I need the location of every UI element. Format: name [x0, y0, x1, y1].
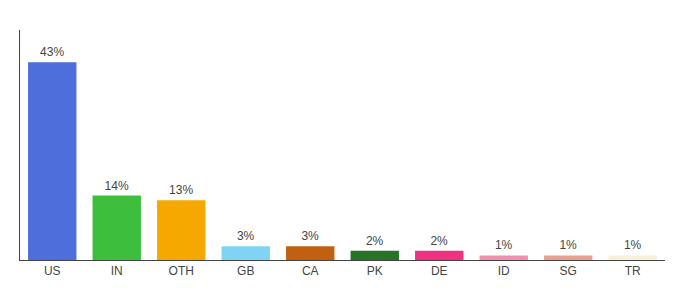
svg-text:2%: 2%: [366, 234, 384, 248]
svg-text:IN: IN: [111, 264, 123, 278]
svg-text:TR: TR: [625, 264, 641, 278]
svg-text:CA: CA: [302, 264, 319, 278]
svg-text:13%: 13%: [169, 183, 193, 197]
svg-text:OTH: OTH: [169, 264, 194, 278]
svg-text:14%: 14%: [105, 179, 129, 193]
svg-text:43%: 43%: [40, 45, 64, 59]
svg-text:SG: SG: [560, 264, 577, 278]
svg-text:2%: 2%: [430, 234, 448, 248]
svg-text:3%: 3%: [237, 229, 255, 243]
svg-text:GB: GB: [237, 264, 254, 278]
svg-text:DE: DE: [431, 264, 448, 278]
svg-text:1%: 1%: [495, 238, 513, 252]
svg-text:3%: 3%: [301, 229, 319, 243]
svg-text:PK: PK: [367, 264, 383, 278]
svg-text:US: US: [44, 264, 61, 278]
svg-text:1%: 1%: [559, 238, 577, 252]
svg-text:ID: ID: [498, 264, 510, 278]
svg-text:1%: 1%: [624, 238, 642, 252]
